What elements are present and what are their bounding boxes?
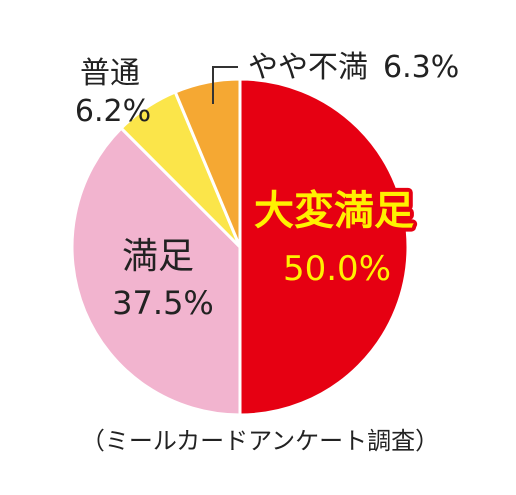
value-manzoku: 37.5%	[112, 284, 214, 322]
leader-line-yaya-fuman	[212, 66, 238, 104]
value-futsuu: 6.2%	[75, 94, 151, 129]
label-yaya-fuman: やや不満	[248, 50, 368, 85]
slice-daihen-manzoku	[238, 77, 410, 417]
value-daihen-manzoku: 50.0%	[283, 249, 391, 289]
value-yaya-fuman: 6.3%	[383, 50, 459, 85]
footnote: （ミールカードアンケート調査）	[81, 427, 439, 455]
label-manzoku: 満足	[122, 236, 194, 277]
slice-manzoku	[70, 126, 242, 417]
slice-yaya-fuman	[173, 77, 242, 249]
pie-slices	[70, 77, 410, 417]
label-futsuu: 普通	[80, 56, 140, 91]
label-daihen-manzoku: 大変満足	[254, 188, 414, 234]
